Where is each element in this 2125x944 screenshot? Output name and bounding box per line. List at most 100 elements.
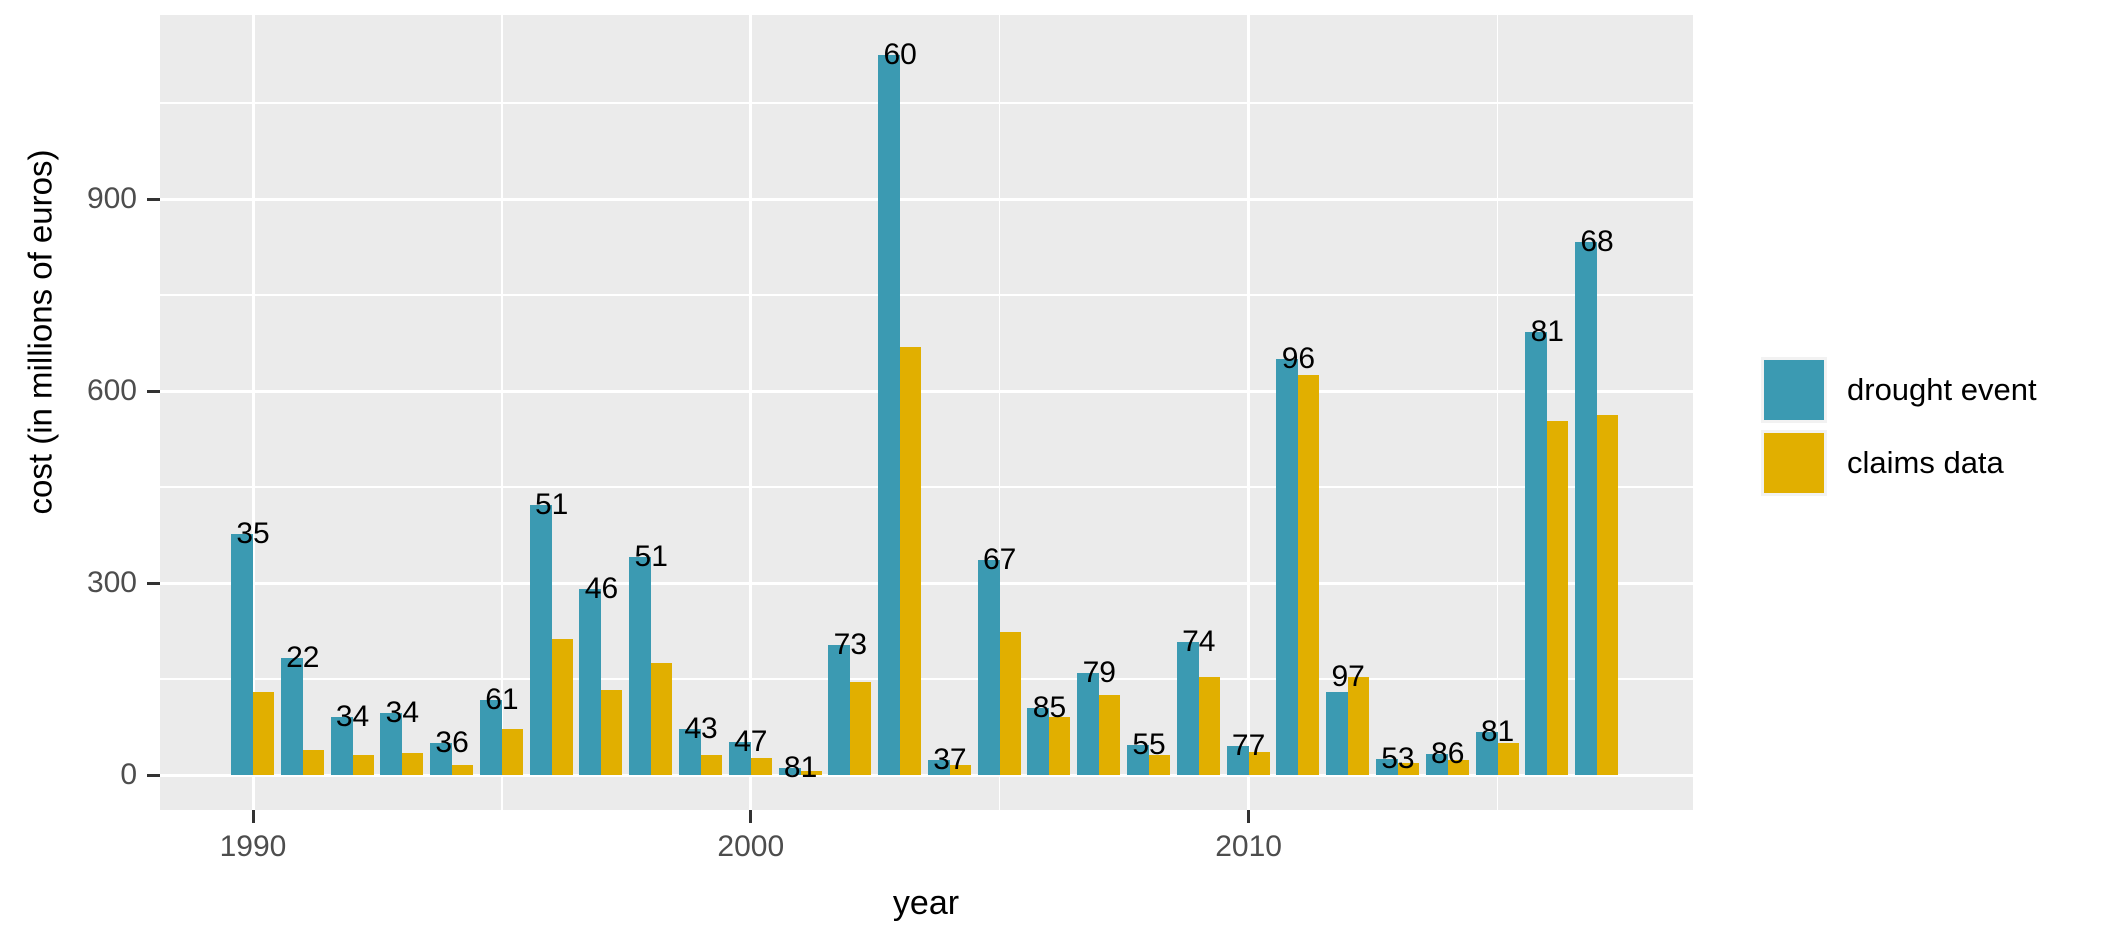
bar-claims-data-2006 [1049,716,1071,775]
bar-count-label-2013: 53 [1381,742,1415,775]
bar-count-label-1997: 46 [584,571,619,605]
bar-claims-data-1990 [253,691,274,775]
bar-count-label-2008: 55 [1132,727,1166,761]
bar-count-label-1993: 34 [385,695,420,729]
y-major-gridline [160,773,1693,777]
y-tick-mark-600 [147,389,160,393]
bar-count-label-2006: 85 [1032,690,1067,724]
bar-claims-data-2000 [750,757,772,775]
bar-claims-data-2003 [900,346,922,775]
bar-drought-event-2007 [1077,673,1100,775]
bar-claims-data-2002 [850,681,872,775]
bar-count-label-2011: 96 [1281,342,1316,375]
y-minor-gridline [160,294,1693,296]
y-major-gridline [160,581,1693,585]
bar-drought-event-2008 [1127,744,1150,775]
bar-claims-data-2009 [1198,677,1220,775]
bar-count-label-2010: 77 [1231,729,1266,763]
bar-claims-data-2014 [1447,760,1469,775]
bar-claims-data-1998 [651,663,673,775]
bar-count-label-2015: 81 [1480,715,1515,749]
y-tick-label-600: 600 [86,374,137,407]
bar-drought-event-2003 [878,55,901,775]
bar-drought-event-2009 [1176,641,1199,775]
bar-count-label-1991: 22 [286,640,320,674]
bar-drought-event-2015 [1475,732,1498,775]
x-tick-label-1990: 1990 [219,830,287,863]
bar-claims-data-2005 [999,632,1021,775]
legend: drought event claims data [1761,357,2037,503]
bar-drought-event-2001 [778,767,801,775]
x-tick-label-2010: 2010 [1215,830,1282,863]
legend-key [1761,357,1827,423]
bar-count-label-1996: 51 [534,487,569,521]
x-major-gridline [251,15,255,810]
bar-claims-data-1994 [452,764,474,775]
bar-claims-data-2007 [1099,695,1121,775]
bar-claims-data-2013 [1397,762,1419,775]
bar-drought-event-2011 [1276,359,1299,775]
bar-claims-data-2001 [800,771,822,775]
bar-drought-event-1998 [629,556,652,775]
y-tick-label-900: 900 [86,182,137,215]
legend-item-drought-event: drought event [1761,357,2037,423]
x-major-gridline [1247,15,1251,810]
x-minor-gridline [501,15,503,810]
bar-drought-event-2016 [1525,332,1548,775]
legend-label-drought-event: drought event [1847,372,2037,407]
y-major-gridline [160,197,1693,201]
bar-count-label-2017: 68 [1580,224,1614,258]
bar-count-label-2003: 60 [883,38,917,71]
bar-drought-event-2002 [828,645,851,775]
bar-count-label-2001: 81 [783,750,818,784]
y-tick-label-0: 0 [120,758,137,791]
bar-count-label-2002: 73 [833,628,868,662]
bar-claims-data-1992 [352,755,374,775]
x-tick-mark-1990 [251,810,255,823]
bar-drought-event-1991 [280,657,303,775]
bar-claims-data-2016 [1547,421,1569,775]
bar-claims-data-1999 [701,754,723,775]
bar-drought-event-1995 [479,700,502,775]
bar-claims-data-1993 [402,753,424,775]
claims-data-swatch [1764,433,1824,493]
bar-count-label-2016: 81 [1530,315,1564,349]
bar-claims-data-2010 [1248,751,1270,775]
y-tick-mark-300 [147,581,160,585]
bar-count-label-2009: 74 [1182,624,1216,658]
x-minor-gridline [1496,15,1499,810]
legend-label-claims-data: claims data [1847,445,2004,480]
bar-claims-data-2008 [1149,755,1171,775]
bar-count-label-2004: 37 [933,743,967,777]
x-tick-label-2000: 2000 [717,830,785,863]
bar-claims-data-2004 [949,764,971,775]
bar-drought-event-1997 [579,588,602,775]
x-major-gridline [749,15,753,810]
bar-claims-data-1995 [501,728,523,775]
bar-count-label-2005: 67 [983,542,1017,576]
bar-drought-event-2005 [977,559,1000,775]
bar-count-label-1999: 43 [684,711,718,745]
bar-drought-event-2012 [1326,691,1349,775]
bar-drought-event-2006 [1027,707,1050,775]
bar-claims-data-2011 [1298,375,1320,775]
bar-claims-data-1997 [601,689,623,775]
bar-count-label-1992: 34 [335,699,370,733]
x-tick-mark-2010 [1247,810,1251,823]
y-minor-gridline [160,102,1693,104]
bar-drought-event-1996 [529,504,552,775]
y-minor-gridline [160,486,1693,488]
plot-panel: 35 22 34 34 36 61 51 46 51 43 47 81 73 60 37 67 85 79 55 74… [160,15,1693,810]
bar-claims-data-2012 [1348,677,1370,775]
bar-count-label-1998: 51 [634,539,668,573]
bar-count-label-2007: 79 [1082,656,1116,690]
bar-drought-event-2013 [1375,759,1398,775]
x-tick-mark-2000 [749,810,753,823]
x-axis-title: year [892,884,960,922]
drought-event-swatch [1764,360,1824,420]
y-major-gridline [160,389,1693,393]
bar-claims-data-2017 [1597,415,1619,775]
bar-drought-event-2004 [927,760,950,775]
bar-drought-event-2010 [1226,746,1249,775]
